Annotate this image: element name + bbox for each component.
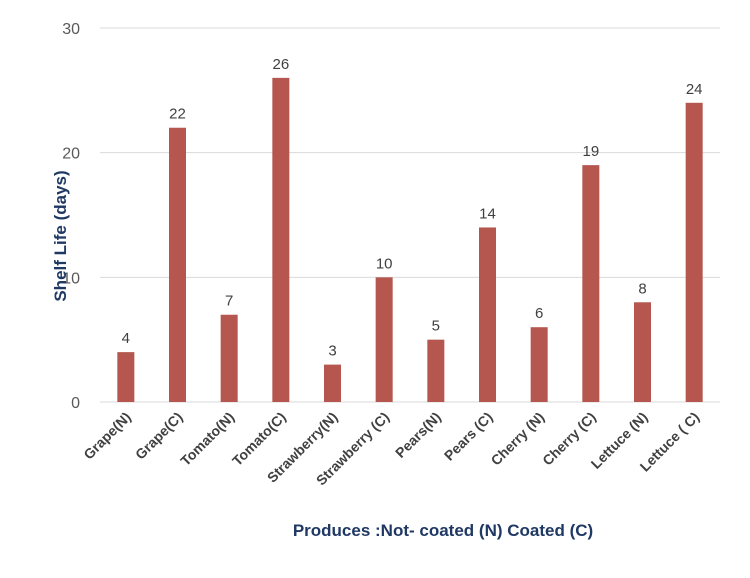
- bar: [324, 364, 341, 402]
- bar: [427, 339, 445, 402]
- bar: [530, 327, 548, 402]
- bars: [117, 77, 703, 403]
- bar: [479, 227, 496, 402]
- y-tick-label: 30: [62, 21, 80, 38]
- data-label: 5: [432, 318, 440, 335]
- data-label: 6: [535, 305, 543, 322]
- data-label: 24: [686, 81, 703, 98]
- bar: [685, 102, 703, 403]
- data-label: 3: [328, 343, 336, 360]
- data-labels: 4 22 7 26 3 10 5 14 6 19 8 24: [122, 56, 703, 360]
- data-label: 22: [169, 106, 186, 123]
- y-axis-title: Shelf Life (days): [51, 170, 70, 301]
- y-tick-label: 20: [62, 146, 80, 163]
- x-tick-label: Grape(C): [132, 409, 186, 463]
- bar: [375, 277, 393, 402]
- data-label: 7: [225, 293, 233, 310]
- x-tick-label: Cherry (N): [488, 409, 548, 469]
- data-label: 8: [638, 280, 646, 297]
- y-axis-ticks: 0 10 20 30: [62, 21, 80, 412]
- x-tick-label: Grape(N): [80, 409, 134, 463]
- x-tick-label: Pears(N): [392, 409, 444, 461]
- data-label: 14: [479, 205, 496, 222]
- bar: [272, 77, 290, 402]
- x-axis-title: Produces :Not- coated (N) Coated (C): [293, 521, 593, 540]
- bar: [117, 352, 135, 402]
- x-tick-label: Tomato(N): [177, 409, 237, 469]
- x-tick-label: Pears (C): [441, 409, 496, 464]
- bar: [634, 302, 651, 402]
- data-label: 19: [582, 143, 599, 160]
- data-label: 26: [272, 56, 289, 73]
- bar: [169, 127, 186, 402]
- bar: [582, 165, 600, 402]
- data-label: 10: [376, 255, 393, 272]
- y-tick-label: 0: [71, 395, 80, 412]
- x-axis-categories: Grape(N)Grape(C)Tomato(N)Tomato(C)Strawb…: [80, 409, 702, 489]
- gridlines: [100, 27, 720, 403]
- data-label: 4: [122, 330, 130, 347]
- bar: [220, 314, 238, 402]
- y-tick-label: 10: [62, 270, 80, 287]
